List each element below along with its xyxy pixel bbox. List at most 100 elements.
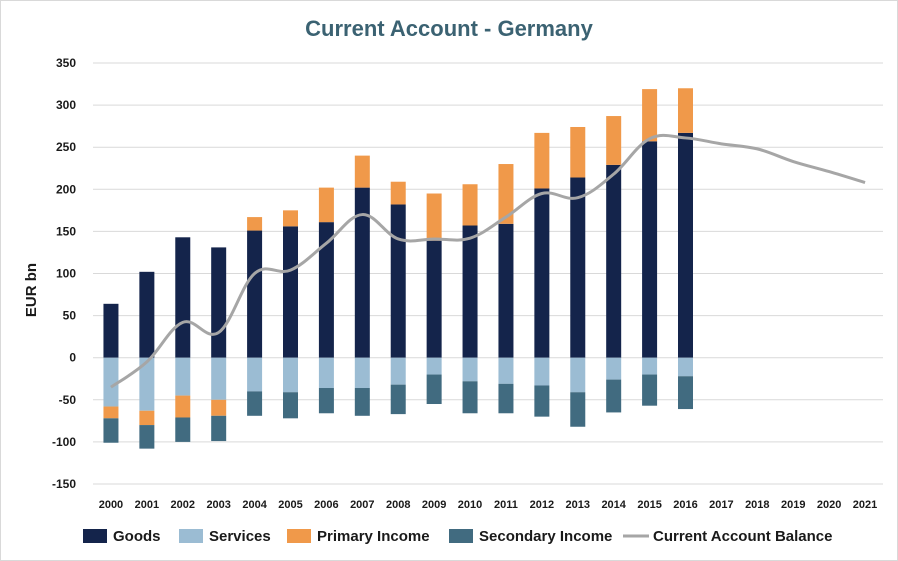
- goods-bar: [175, 237, 191, 358]
- y-tick-label: 150: [56, 224, 76, 238]
- services-bar: [426, 357, 442, 375]
- x-tick-label: 2002: [171, 499, 195, 511]
- x-tick-label: 2008: [386, 499, 410, 511]
- goods-bar: [426, 240, 442, 358]
- y-tick-label: -150: [52, 477, 76, 491]
- legend: Goods Services Primary Income Secondary Inc…: [83, 528, 832, 545]
- goods-bar: [606, 164, 622, 358]
- x-tick-label: 2000: [99, 499, 123, 511]
- legend-swatch: [449, 529, 473, 543]
- primary-income-bar: [498, 164, 514, 224]
- goods-bar: [283, 226, 298, 358]
- primary-income-bar: [570, 126, 586, 178]
- chart-title: Current Account - Germany: [305, 16, 593, 41]
- secondary-income-bar: [247, 391, 263, 416]
- services-bar: [498, 357, 514, 384]
- x-tick-label: 2016: [673, 499, 697, 511]
- primary-income-bar: [211, 399, 227, 416]
- goods-bar: [211, 247, 227, 358]
- legend-label: Services: [209, 528, 271, 545]
- primary-income-bar: [678, 88, 693, 133]
- x-tick-label: 2005: [278, 499, 302, 511]
- services-bar: [318, 357, 334, 389]
- goods-bar: [318, 222, 334, 358]
- services-bar: [211, 357, 227, 400]
- services-bar: [390, 357, 406, 385]
- primary-income-bar: [606, 116, 622, 165]
- x-tick-label: 2009: [422, 499, 446, 511]
- y-axis-label: EUR bn: [23, 263, 40, 317]
- primary-income-bar: [390, 181, 406, 205]
- y-tick-label: 250: [56, 140, 76, 154]
- y-tick-label: 50: [63, 309, 77, 323]
- x-tick-label: 2004: [242, 499, 267, 511]
- x-tick-label: 2014: [601, 499, 626, 511]
- balance-line: [110, 133, 866, 389]
- y-tick-label: -50: [59, 393, 77, 407]
- x-axis-ticks: 2000 2001 2002 2003 2004 2005 2006 2007 2008 2009…: [99, 499, 878, 511]
- services-bar: [570, 357, 586, 393]
- goods-bar: [390, 204, 406, 358]
- primary-income-bar: [283, 210, 298, 227]
- primary-income-bar: [354, 155, 370, 188]
- x-tick-label: 2021: [853, 499, 877, 511]
- y-tick-label: 100: [56, 267, 76, 281]
- services-bar: [534, 357, 550, 386]
- primary-income-bar: [247, 217, 263, 231]
- y-tick-label: 200: [56, 182, 76, 196]
- goods-bar: [354, 187, 370, 358]
- primary-income-bar: [642, 89, 658, 142]
- secondary-income-bar: [570, 392, 586, 427]
- services-bar: [175, 357, 191, 396]
- current-account-balance-line: [110, 133, 866, 389]
- goods-bar: [642, 141, 658, 358]
- secondary-income-bar: [175, 417, 191, 442]
- y-tick-label: 300: [56, 98, 76, 112]
- legend-label: Goods: [113, 528, 161, 545]
- goods-bar: [103, 303, 119, 358]
- bars: [103, 88, 693, 449]
- goods-bar: [247, 230, 263, 358]
- y-tick-label: 350: [56, 56, 76, 70]
- services-bar: [139, 357, 155, 411]
- x-tick-label: 2011: [494, 499, 518, 511]
- goods-bar: [534, 188, 550, 358]
- legend-label: Primary Income: [317, 528, 430, 545]
- services-bar: [283, 357, 298, 393]
- legend-label: Current Account Balance: [653, 528, 832, 545]
- secondary-income-bar: [642, 374, 658, 406]
- x-tick-label: 2019: [781, 499, 805, 511]
- secondary-income-bar: [606, 379, 622, 413]
- y-axis-ticks: 350 300 250 200 150 100 50 0 -50 -100 -150: [52, 56, 76, 491]
- x-tick-label: 2003: [206, 499, 230, 511]
- secondary-income-bar: [498, 383, 514, 414]
- x-tick-label: 2020: [817, 499, 841, 511]
- services-bar: [642, 357, 658, 375]
- y-tick-label: 0: [69, 351, 76, 365]
- legend-label: Secondary Income: [479, 528, 612, 545]
- goods-bar: [498, 223, 514, 358]
- x-tick-label: 2010: [458, 499, 482, 511]
- secondary-income-bar: [390, 384, 406, 415]
- secondary-income-bar: [211, 415, 227, 442]
- secondary-income-bar: [354, 388, 370, 416]
- secondary-income-bar: [139, 425, 155, 449]
- x-tick-label: 2012: [530, 499, 554, 511]
- primary-income-bar: [175, 395, 191, 418]
- legend-swatch: [287, 529, 311, 543]
- secondary-income-bar: [678, 376, 693, 410]
- x-tick-label: 2017: [709, 499, 733, 511]
- secondary-income-bar: [462, 381, 478, 414]
- secondary-income-bar: [103, 418, 119, 443]
- legend-swatch: [179, 529, 203, 543]
- services-bar: [606, 357, 622, 380]
- primary-income-bar: [462, 184, 478, 226]
- goods-bar: [462, 225, 478, 358]
- primary-income-bar: [103, 406, 119, 419]
- secondary-income-bar: [318, 388, 334, 414]
- y-tick-label: -100: [52, 435, 76, 449]
- x-tick-label: 2001: [135, 499, 159, 511]
- goods-bar: [570, 177, 586, 358]
- services-bar: [247, 357, 263, 392]
